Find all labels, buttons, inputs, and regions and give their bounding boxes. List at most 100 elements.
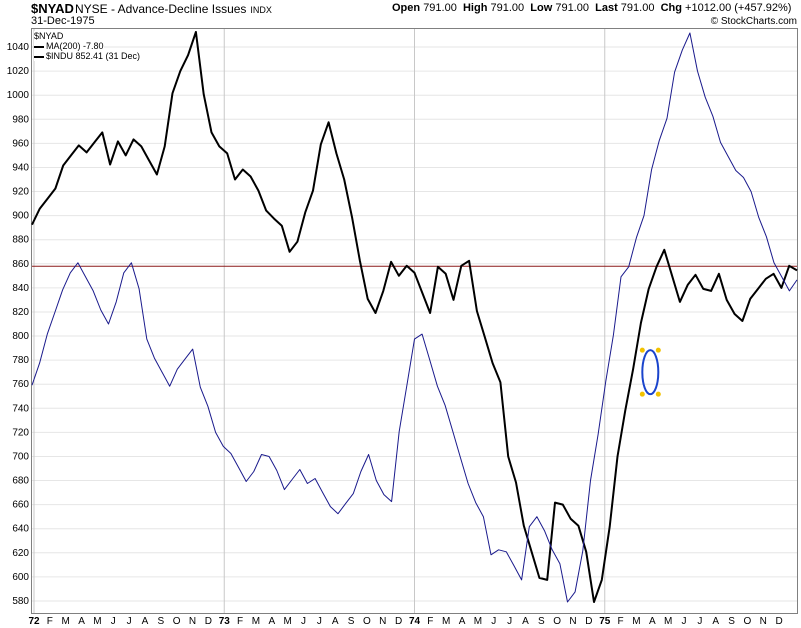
legend-indu-text: $INDU 852.41 (31 Dec) [46,51,141,61]
y-tick-label: 900 [12,211,29,222]
x-tick-label: A [649,616,656,627]
chg-value: +1012.00 (+457.92%) [685,2,792,14]
x-tick-label: O [363,616,371,627]
y-tick-label: 960 [12,138,29,149]
x-tick-label: M [664,616,672,627]
chg-label: Chg [660,2,682,14]
x-tick-label: J [697,616,702,627]
x-tick-label: S [348,616,355,627]
y-tick-label: 880 [12,235,29,246]
x-tick-label: N [569,616,576,627]
highlight-handle [655,391,661,397]
highlight-handle [655,347,661,353]
x-tick-label: J [507,616,512,627]
highlight-handle [639,391,645,397]
low-value: 791.00 [555,2,589,14]
x-tick-label: O [173,616,181,627]
x-tick-label: N [760,616,767,627]
y-tick-label: 580 [12,596,29,607]
series-line-indu [31,31,798,603]
x-tick-label: J [317,616,322,627]
quote-bar: Open 791.00 High 791.00 Low 791.00 Last … [392,2,791,14]
y-tick-label: 720 [12,427,29,438]
x-tick-label: N [189,616,196,627]
y-tick-label: 840 [12,283,29,294]
y-tick-label: 820 [12,307,29,318]
y-tick-label: 760 [12,379,29,390]
last-value: 791.00 [620,2,655,14]
y-tick-label: 980 [12,114,29,125]
x-tick-label: M [283,616,291,627]
x-tick-label: S [728,616,735,627]
highlight-handle [639,347,645,353]
y-tick-label: 780 [12,355,29,366]
legend-indu-swatch [34,55,44,58]
x-tick-label: F [47,616,53,627]
copyright-notice: © StockCharts.com [710,16,797,27]
y-tick-label: 860 [12,259,29,270]
x-tick-label: J [682,616,687,627]
chart-description: NYSE - Advance-Decline Issues INDX [75,2,272,16]
x-tick-label: M [62,616,70,627]
x-tick-label: D [776,616,783,627]
x-tick-label: 72 [28,616,40,627]
y-tick-label: 1040 [7,42,30,53]
high-label: High [462,2,488,14]
x-tick-label: F [237,616,243,627]
y-tick-label: 700 [12,451,29,462]
x-tick-label: M [442,616,450,627]
x-tick-label: M [93,616,101,627]
legend-symbol-text: $NYAD [34,31,64,41]
x-tick-label: J [111,616,116,627]
legend-ma-swatch [34,45,44,48]
series-line-nyad [31,32,798,603]
y-tick-label: 600 [12,572,29,583]
x-tick-label: A [712,616,719,627]
x-tick-label: D [395,616,402,627]
x-tick-label: A [332,616,339,627]
y-tick-label: 940 [12,162,29,173]
y-tick-label: 920 [12,187,29,198]
high-value: 791.00 [490,2,525,14]
x-tick-label: M [632,616,640,627]
x-tick-label: 73 [219,616,231,627]
legend-symbol: $NYAD [34,31,64,41]
y-tick-label: 680 [12,476,29,487]
x-tick-label: S [538,616,545,627]
exchange-label: INDX [250,5,272,15]
x-tick-label: D [585,616,592,627]
x-tick-label: A [459,616,466,627]
x-tick-label: O [553,616,561,627]
x-tick-label: A [522,616,529,627]
x-tick-label: J [491,616,496,627]
open-value: 791.00 [423,2,457,14]
chart-date: 31-Dec-1975 [31,15,95,27]
y-tick-label: 640 [12,524,29,535]
low-label: Low [530,2,553,14]
x-tick-label: A [142,616,149,627]
x-tick-label: O [744,616,752,627]
legend-indu: $INDU 852.41 (31 Dec) [34,51,141,61]
legend-ma: MA(200) -7.80 [34,41,104,51]
x-tick-label: D [205,616,212,627]
x-tick-label: J [127,616,132,627]
x-tick-label: 74 [409,616,421,627]
x-tick-label: J [301,616,306,627]
last-label: Last [595,2,618,14]
x-tick-label: N [379,616,386,627]
chart-symbol: $NYAD [31,1,74,16]
y-tick-label: 620 [12,548,29,559]
highlight-ellipse [641,349,660,396]
x-tick-label: S [157,616,164,627]
x-tick-label: M [474,616,482,627]
description-text: NYSE - Advance-Decline Issues [75,2,247,16]
y-tick-label: 1020 [7,66,30,77]
y-tick-label: 800 [12,331,29,342]
x-tick-label: A [78,616,85,627]
x-tick-label: A [268,616,275,627]
legend-ma-text: MA(200) -7.80 [46,41,104,51]
open-label: Open [392,2,421,14]
x-tick-label: F [618,616,624,627]
x-tick-label: F [427,616,433,627]
